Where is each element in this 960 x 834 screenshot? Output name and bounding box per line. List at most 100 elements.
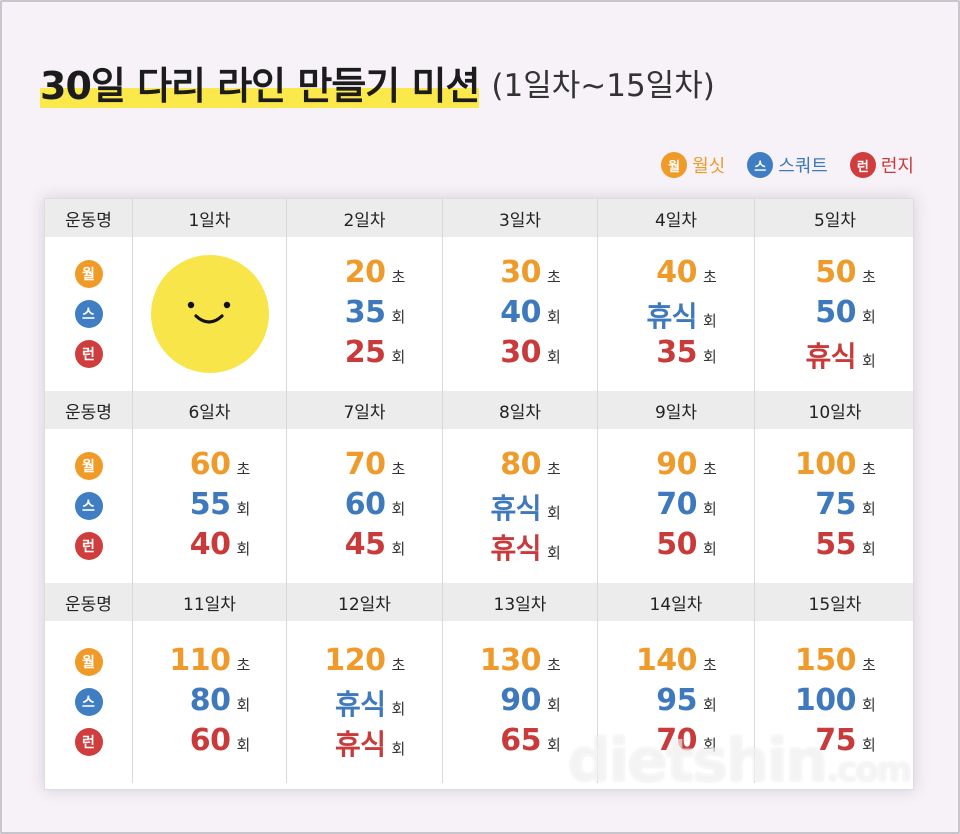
wall-entry: 30 초 (443, 255, 597, 293)
lunge-entry: 휴식 회 (755, 335, 915, 373)
wall-entry: 20 초 (287, 255, 442, 293)
lunge-entry: 휴식 회 (443, 527, 597, 565)
wall-badge-icon: 월 (74, 260, 103, 288)
lunge-value: 30 (500, 335, 541, 370)
unit-label: 회 (391, 740, 406, 758)
unit-label: 회 (547, 544, 561, 562)
squat-entry: 75 회 (755, 487, 915, 525)
lunge-entry: 25 회 (287, 335, 442, 373)
squat-entry: 40 회 (443, 295, 597, 333)
squat-badge-icon: 스 (74, 492, 103, 520)
title-area: 30일 다리 라인 만들기 미션 (1일차~15일차) (40, 52, 715, 112)
legend-label: 스쿼트 (778, 156, 828, 177)
squat-value: 100 (794, 683, 857, 718)
squat-entry: 35 회 (287, 295, 442, 333)
unit-label: 초 (862, 460, 876, 478)
day-cell: 90 초 70 회 50 회 (597, 429, 754, 583)
wall-entry: 150 초 (755, 643, 915, 681)
lunge-value: 65 (500, 723, 541, 758)
squat-badge-icon: 스 (747, 152, 774, 178)
day-cell: 100 초 75 회 55 회 (754, 429, 915, 583)
table-row: 월 스 런 20 초 35 회 25 회 30 초 40 회 30 회 40 초 휴식 회 35 회 50 초 50 회 휴식 회 (45, 237, 913, 391)
day-cell: 80 초 휴식 회 휴식 회 (442, 429, 597, 583)
wall-value: 110 (169, 643, 231, 678)
unit-label: 회 (391, 540, 406, 558)
unit-label: 회 (703, 312, 717, 330)
day-cell: 120 초 휴식 회 휴식 회 (286, 621, 442, 783)
lunge-value: 55 (815, 527, 856, 562)
exercise-name-header: 운동명 (65, 402, 112, 423)
lunge-value: 휴식 (334, 728, 386, 761)
squat-entry: 70 회 (598, 487, 754, 525)
unit-label: 초 (703, 460, 717, 478)
wall-value: 150 (794, 643, 857, 678)
legend: 월 월싯 스 스쿼트 런 런지 (661, 152, 914, 178)
unit-label: 회 (703, 736, 717, 754)
day-cell: 140 초 95 회 70 회 (597, 621, 754, 783)
wall-value: 70 (344, 447, 386, 482)
lunge-entry: 45 회 (287, 527, 442, 565)
day-header: 4일차 (597, 199, 754, 237)
day-header: 14일차 (597, 583, 754, 621)
day-header: 15일차 (754, 583, 915, 621)
wall-value: 90 (656, 447, 697, 482)
day-header: 7일차 (286, 391, 442, 429)
wall-value: 20 (344, 255, 386, 290)
lunge-badge-icon: 런 (74, 532, 103, 560)
squat-entry: 90 회 (443, 683, 597, 721)
squat-value: 90 (500, 683, 541, 718)
unit-label: 초 (547, 656, 561, 674)
day-header: 12일차 (286, 583, 442, 621)
squat-value: 휴식 (334, 688, 386, 721)
lunge-value: 25 (344, 335, 386, 370)
day-header: 11일차 (132, 583, 286, 621)
wall-entry: 100 초 (755, 447, 915, 485)
unit-label: 초 (391, 460, 406, 478)
unit-label: 회 (862, 540, 876, 558)
wall-badge-icon: 월 (74, 648, 103, 676)
exercise-name-header: 운동명 (65, 210, 112, 231)
lunge-entry: 50 회 (598, 527, 754, 565)
unit-label: 초 (547, 268, 561, 286)
lunge-value: 75 (815, 723, 856, 758)
unit-label: 회 (703, 540, 717, 558)
wall-value: 50 (815, 255, 856, 290)
legend-label: 런지 (880, 156, 914, 177)
wall-value: 140 (635, 643, 698, 678)
lunge-entry: 30 회 (443, 335, 597, 373)
wall-entry: 130 초 (443, 643, 597, 681)
smiley-face-icon (150, 255, 269, 373)
lunge-value: 70 (656, 723, 697, 758)
unit-label: 초 (391, 268, 406, 286)
unit-label: 초 (236, 656, 251, 674)
wall-sit-badge-icon: 월 (661, 152, 688, 178)
lunge-badge-icon: 런 (74, 340, 103, 368)
unit-label: 회 (391, 308, 406, 326)
unit-label: 회 (236, 736, 251, 754)
legend-label: 월싯 (692, 156, 726, 177)
day-cell: 110 초 80 회 60 회 (132, 621, 286, 783)
day-cell: 50 초 50 회 휴식 회 (754, 237, 915, 391)
squat-entry: 55 회 (133, 487, 286, 525)
wall-value: 80 (500, 447, 541, 482)
day-cell: 40 초 휴식 회 35 회 (597, 237, 754, 391)
squat-badge-icon: 스 (74, 688, 103, 716)
unit-label: 회 (236, 500, 251, 518)
wall-value: 100 (794, 447, 857, 482)
lunge-badge-icon: 런 (849, 152, 876, 178)
day-header: 5일차 (754, 199, 915, 237)
lunge-entry: 60 회 (133, 723, 286, 761)
lunge-value: 40 (189, 527, 231, 562)
unit-label: 초 (862, 268, 876, 286)
wall-value: 120 (324, 643, 386, 678)
day-cell: 130 초 90 회 65 회 (442, 621, 597, 783)
lunge-entry: 40 회 (133, 527, 286, 565)
squat-value: 95 (656, 683, 697, 718)
squat-entry: 휴식 회 (598, 295, 754, 333)
day-cell: 30 초 40 회 30 회 (442, 237, 597, 391)
squat-entry: 휴식 회 (443, 487, 597, 525)
legend-item-squat: 스 스쿼트 (747, 152, 828, 178)
wall-entry: 40 초 (598, 255, 754, 293)
lunge-entry: 휴식 회 (287, 723, 442, 761)
